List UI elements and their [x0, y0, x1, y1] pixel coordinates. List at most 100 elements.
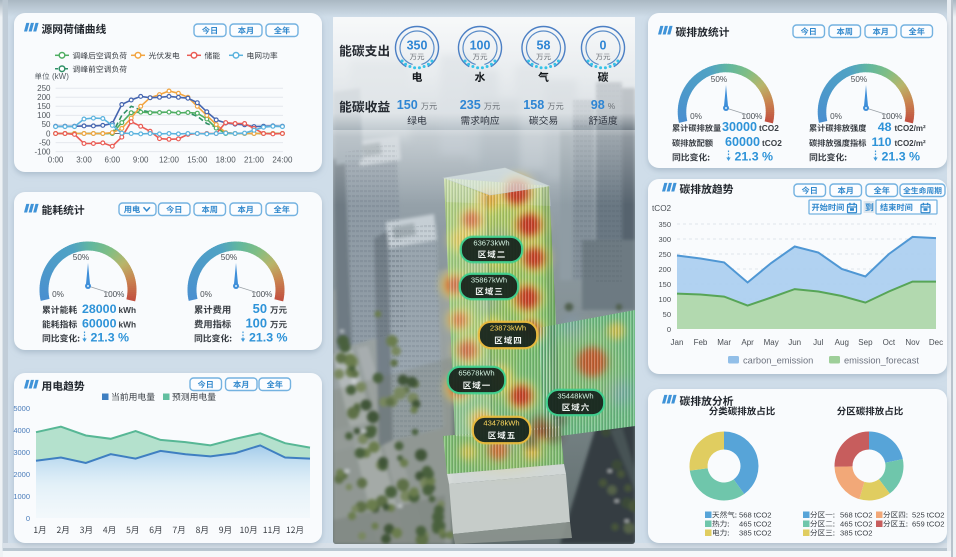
svg-text:-50: -50 [39, 138, 51, 147]
svg-text:tCO2: tCO2 [762, 138, 782, 148]
svg-text:158: 158 [523, 98, 544, 112]
svg-text:350: 350 [407, 39, 428, 53]
svg-text:60000: 60000 [725, 135, 760, 149]
svg-text:21.3 %: 21.3 % [249, 331, 288, 345]
svg-text:350: 350 [658, 220, 671, 229]
svg-text:18:00: 18:00 [216, 156, 237, 165]
svg-text:emission_forecast: emission_forecast [844, 356, 919, 366]
svg-text:Dec: Dec [929, 338, 943, 347]
svg-text:35448kWh: 35448kWh [557, 392, 593, 401]
svg-text:28000: 28000 [82, 302, 117, 316]
svg-text:Oct: Oct [883, 338, 896, 347]
svg-text:50: 50 [42, 120, 51, 129]
svg-text:48: 48 [878, 120, 892, 134]
svg-text:kWh: kWh [119, 305, 137, 315]
svg-text:0%: 0% [200, 290, 212, 299]
svg-text:235: 235 [460, 98, 481, 112]
svg-text:Mar: Mar [717, 338, 731, 347]
svg-text:6:00: 6:00 [105, 156, 121, 165]
svg-text:21.3 %: 21.3 % [91, 331, 130, 345]
svg-text:tCO2: tCO2 [652, 204, 672, 213]
svg-text:15:00: 15:00 [187, 156, 208, 165]
svg-text:0: 0 [667, 325, 671, 334]
svg-text:525 tCO2: 525 tCO2 [912, 511, 945, 520]
svg-text:100: 100 [37, 111, 51, 120]
svg-text:30000: 30000 [722, 120, 757, 134]
svg-text:%: % [608, 102, 615, 111]
svg-text:50%: 50% [73, 253, 89, 262]
svg-text:35867kWh: 35867kWh [471, 276, 507, 285]
svg-text:5000: 5000 [13, 404, 30, 413]
svg-text:200: 200 [658, 265, 671, 274]
svg-text:2000: 2000 [13, 470, 30, 479]
svg-text:63673kWh: 63673kWh [473, 239, 509, 248]
svg-text:Sep: Sep [858, 338, 873, 347]
svg-text:4000: 4000 [13, 426, 30, 435]
svg-text:0:00: 0:00 [48, 156, 64, 165]
svg-text:1000: 1000 [13, 492, 30, 501]
svg-text:100%: 100% [742, 112, 763, 121]
svg-text:Apr: Apr [741, 338, 754, 347]
svg-text:3:00: 3:00 [76, 156, 92, 165]
svg-text:tCO2/m²: tCO2/m² [895, 139, 926, 148]
svg-text:0%: 0% [52, 290, 64, 299]
svg-text:659 tCO2: 659 tCO2 [912, 520, 945, 529]
svg-text:250: 250 [37, 84, 51, 93]
svg-text:Feb: Feb [694, 338, 708, 347]
svg-text:43478kWh: 43478kWh [483, 419, 519, 428]
svg-text:(kW): (kW) [52, 72, 69, 81]
svg-text:150: 150 [397, 98, 418, 112]
svg-text:carbon_emission: carbon_emission [743, 356, 813, 366]
svg-text:50%: 50% [851, 75, 867, 84]
svg-text:385 tCO2: 385 tCO2 [840, 529, 873, 538]
svg-text:568 tCO2: 568 tCO2 [840, 511, 873, 520]
svg-text:110: 110 [872, 135, 892, 149]
svg-text:-100: -100 [34, 147, 51, 156]
svg-text:21.3 %: 21.3 % [882, 150, 921, 164]
svg-text:98: 98 [591, 98, 605, 112]
svg-text:tCO2/m²: tCO2/m² [895, 124, 926, 133]
svg-text:100%: 100% [882, 112, 903, 121]
svg-text:465 tCO2: 465 tCO2 [739, 520, 772, 529]
svg-text:3000: 3000 [13, 448, 30, 457]
svg-text:465 tCO2: 465 tCO2 [840, 520, 873, 529]
svg-text:568 tCO2: 568 tCO2 [739, 511, 772, 520]
svg-text:12:00: 12:00 [159, 156, 180, 165]
svg-text:0%: 0% [690, 112, 702, 121]
svg-text:21:00: 21:00 [244, 156, 265, 165]
svg-text:100: 100 [245, 316, 267, 331]
svg-text:50: 50 [253, 301, 267, 316]
svg-text:9:00: 9:00 [133, 156, 149, 165]
svg-text:60000: 60000 [82, 317, 117, 331]
svg-text:100: 100 [658, 295, 671, 304]
svg-text:23873kWh: 23873kWh [490, 324, 526, 333]
svg-text:Aug: Aug [835, 338, 849, 347]
svg-text:150: 150 [658, 280, 671, 289]
svg-text:100: 100 [470, 39, 491, 53]
svg-text:300: 300 [658, 235, 671, 244]
svg-text:50: 50 [663, 310, 671, 319]
svg-text:Jul: Jul [813, 338, 823, 347]
svg-text:385 tCO2: 385 tCO2 [739, 529, 772, 538]
svg-text:24:00: 24:00 [272, 156, 293, 165]
svg-text:Nov: Nov [905, 338, 919, 347]
svg-text:0: 0 [26, 514, 30, 523]
svg-text:Jun: Jun [788, 338, 801, 347]
svg-text:0: 0 [600, 39, 607, 53]
svg-text:Jan: Jan [671, 338, 684, 347]
svg-text:21.3 %: 21.3 % [735, 150, 774, 164]
svg-text:kWh: kWh [119, 320, 137, 330]
svg-text:May: May [764, 338, 779, 347]
svg-text:50%: 50% [711, 75, 727, 84]
svg-text:100%: 100% [252, 290, 273, 299]
svg-text:200: 200 [37, 93, 51, 102]
svg-text:100%: 100% [104, 290, 125, 299]
svg-text:65678kWh: 65678kWh [458, 369, 494, 378]
svg-text:0%: 0% [830, 112, 842, 121]
svg-text:50%: 50% [221, 253, 237, 262]
svg-text:250: 250 [658, 250, 671, 259]
svg-text:150: 150 [37, 102, 51, 111]
svg-text:58: 58 [537, 39, 551, 53]
svg-text:0: 0 [46, 129, 51, 138]
svg-text:tCO2: tCO2 [759, 123, 779, 133]
